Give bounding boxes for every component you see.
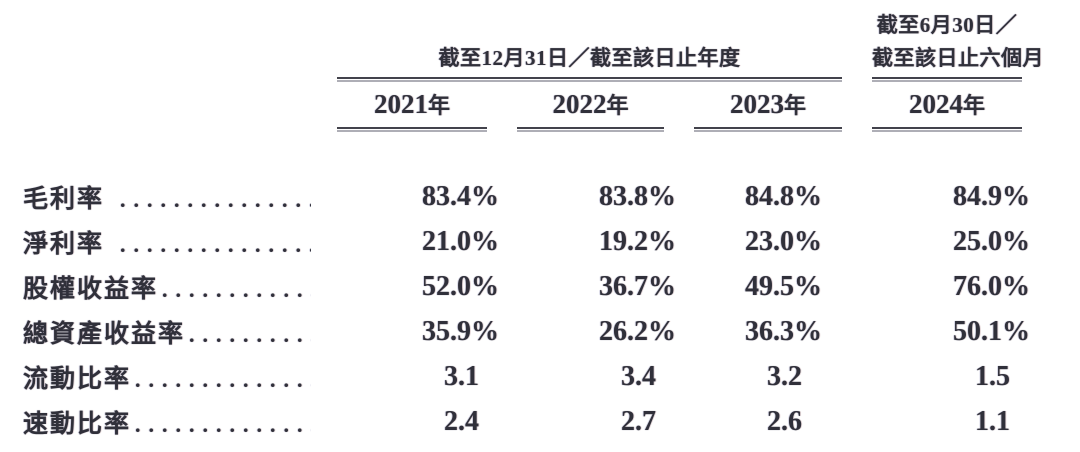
cell-value: 83.4% [422,180,499,212]
row-label-cell: 流動比率 .......................... [23,359,337,395]
row-label: 股權收益率 [23,275,159,303]
table-row-current-ratio: 流動比率 .......................... 3.1 3.4 … [23,354,1022,399]
year-rule-2023 [694,127,842,129]
row-label: 淨利率 [23,230,105,258]
year-digits: 2021 [373,89,428,119]
group-rules-row [23,74,1022,84]
cell-value: 3.1 [444,360,479,392]
year-header-row: 2021年 2022年 2023年 2024年 [23,84,1022,124]
year-suffix: 年 [962,93,985,118]
dot-leader: .......................... [120,231,311,257]
year-digits: 2024 [908,89,963,119]
year-digits: 2023 [729,89,784,119]
year-rules-row [23,124,1022,134]
header-body-spacer [23,134,1022,174]
cell-value: 3.2 [767,360,802,392]
year-digits: 2022 [552,89,607,119]
year-header-2021: 2021年 [337,88,487,120]
cell-value: 83.8% [599,180,676,212]
year-suffix: 年 [427,93,450,118]
row-label-cell: 速動比率 .......................... [23,404,337,440]
dot-leader: .......................... [135,366,311,392]
dot-leader: .......................... [135,411,311,437]
cell-value: 1.5 [975,360,1010,392]
header-row-2: 截至12月31日／截至該日止年度 截至該日止六個月 [23,40,1044,74]
row-label: 總資產收益率 [23,320,186,348]
row-label: 毛利率 [23,185,105,213]
cell-value: 84.8% [745,180,822,212]
cell-value: 3.4 [621,360,656,392]
period-group-h2-2024-line2: 截至該日止六個月 [872,46,1044,70]
dot-leader: .......................... [189,321,311,347]
group-rule-interim [872,77,1022,79]
cell-value: 49.5% [745,270,822,302]
row-label-cell: 淨利率 .......................... [23,224,337,260]
table-row-return-on-equity: 股權收益率 .......................... 52.0% 3… [23,264,1030,309]
cell-value: 52.0% [422,270,499,302]
cell-value: 50.1% [953,315,1030,347]
table-row-quick-ratio: 速動比率 .......................... 2.4 2.7 … [23,399,1022,444]
cell-value: 19.2% [599,225,676,257]
row-label: 流動比率 [23,365,132,393]
row-label-cell: 毛利率 .......................... [23,179,337,215]
period-group-h1-2024-line1: 截至6月30日／ [876,13,1018,37]
header-row-1: 截至6月30日／ [23,8,1022,40]
year-rule-2024 [872,127,1022,129]
year-header-2022: 2022年 [517,88,664,120]
cell-value: 76.0% [953,270,1030,302]
year-header-2024: 2024年 [872,88,1022,120]
cell-value: 23.0% [745,225,822,257]
year-suffix: 年 [783,93,806,118]
cell-value: 36.7% [599,270,676,302]
financial-ratios-table: 截至6月30日／ 截至12月31日／截至該日止年度 截至該日止六個月 2021年… [23,8,1044,444]
cell-value: 84.9% [953,180,1030,212]
cell-value: 2.4 [444,405,479,437]
cell-value: 2.7 [621,405,656,437]
dot-leader: .......................... [120,186,311,212]
period-group-title-annual: 截至12月31日／截至該日止年度 [438,46,741,70]
table-row-gross-margin: 毛利率 .......................... 83.4% 83.… [23,174,1030,219]
year-rule-2022 [517,127,664,129]
cell-value: 26.2% [599,315,676,347]
cell-value: 1.1 [975,405,1010,437]
row-label: 速動比率 [23,410,132,438]
cell-value: 21.0% [422,225,499,257]
table-row-return-on-assets: 總資產收益率 .......................... 35.9% … [23,309,1030,354]
year-rule-2021 [337,127,487,129]
table-row-net-margin: 淨利率 .......................... 21.0% 19.… [23,219,1030,264]
group-rule-annual [337,77,842,79]
row-label-cell: 股權收益率 .......................... [23,269,337,305]
cell-value: 36.3% [745,315,822,347]
cell-value: 25.0% [953,225,1030,257]
year-header-2023: 2023年 [694,88,842,120]
row-label-cell: 總資產收益率 .......................... [23,314,337,350]
cell-value: 35.9% [422,315,499,347]
cell-value: 2.6 [767,405,802,437]
dot-leader: .......................... [162,276,311,302]
year-suffix: 年 [606,93,629,118]
